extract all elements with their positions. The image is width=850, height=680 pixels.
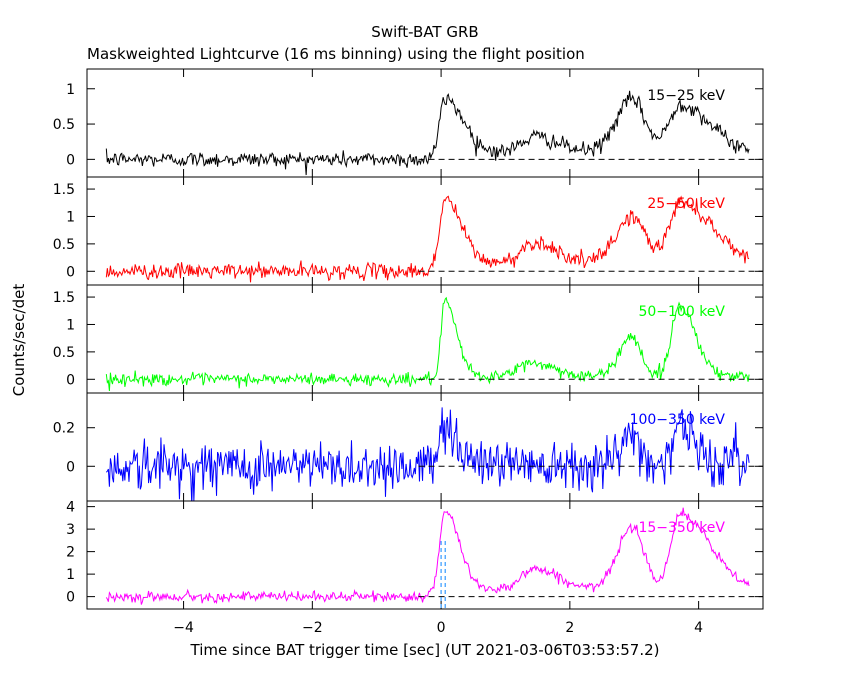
y-tick-label-15-25-kev: 1	[66, 82, 75, 98]
x-axis-label: Time since BAT trigger time [sec] (UT 20…	[190, 641, 660, 659]
panel-15-350-kev: 0 1 2 3 4 15−350 keV	[66, 500, 764, 610]
panel-frame-15-350-kev	[86, 500, 764, 610]
band-label-25-50-kev: 25−50 keV	[647, 196, 725, 212]
x-tick-label: −4	[173, 620, 194, 636]
panel-25-50-kev: 0 0.5 1 1.5 25−50 keV	[53, 176, 764, 286]
y-tick-label-25-50-kev: 1.5	[53, 182, 75, 198]
y-tick-label-15-350-kev: 0	[66, 590, 75, 606]
y-axis-label: Counts/sec/det	[10, 284, 28, 397]
series-line-25-50-kev	[105, 195, 750, 283]
y-tick-label-15-350-kev: 3	[66, 522, 75, 538]
band-label-15-25-kev: 15−25 keV	[647, 88, 725, 104]
band-label-15-350-kev: 15−350 keV	[638, 520, 725, 536]
series-line-15-350-kev	[105, 507, 750, 605]
x-tick-label: 2	[565, 620, 574, 636]
panel-50-100-kev: 0 0.5 1 1.5 50−100 keV	[53, 284, 764, 394]
series-line-50-100-kev	[105, 296, 750, 391]
y-tick-label-25-50-kev: 1	[66, 209, 75, 225]
panel-15-25-kev: 0 0.5 1 15−25 keV	[53, 68, 764, 178]
y-tick-label-100-350-kev: 0	[66, 459, 75, 475]
y-tick-label-15-25-kev: 0.5	[53, 117, 75, 133]
panel-frame-15-25-kev	[86, 68, 764, 178]
figure-title: Swift-BAT GRB	[371, 23, 478, 41]
y-tick-label-25-50-kev: 0	[66, 264, 75, 280]
y-tick-label-15-350-kev: 4	[66, 500, 75, 516]
x-tick-label: 4	[694, 620, 703, 636]
band-label-50-100-kev: 50−100 keV	[638, 304, 725, 320]
y-tick-label-15-350-kev: 1	[66, 567, 75, 583]
panel-frame-100-350-kev	[86, 392, 764, 502]
series-line-100-350-kev	[105, 407, 750, 501]
panel-100-350-kev: 0 0.2 100−350 keV	[53, 392, 764, 502]
y-tick-label-25-50-kev: 0.5	[53, 237, 75, 253]
band-label-100-350-kev: 100−350 keV	[630, 412, 726, 428]
x-tick-label: 0	[437, 620, 446, 636]
panels-group: 0 0.5 1 15−25 keV 0 0.5 1 1.5 25−50 keV 0 0.5 1 1.5 5…	[53, 68, 764, 636]
y-tick-label-15-350-kev: 2	[66, 545, 75, 561]
y-tick-label-50-100-kev: 1	[66, 317, 75, 333]
y-tick-label-50-100-kev: 0	[66, 372, 75, 388]
x-tick-label: −2	[302, 620, 323, 636]
y-tick-label-50-100-kev: 1.5	[53, 290, 75, 306]
y-tick-label-50-100-kev: 0.5	[53, 345, 75, 361]
series-line-15-25-kev	[105, 90, 750, 176]
y-tick-label-15-25-kev: 0	[66, 152, 75, 168]
figure-subtitle: Maskweighted Lightcurve (16 ms binning) …	[87, 45, 585, 63]
y-tick-label-100-350-kev: 0.2	[53, 421, 75, 437]
